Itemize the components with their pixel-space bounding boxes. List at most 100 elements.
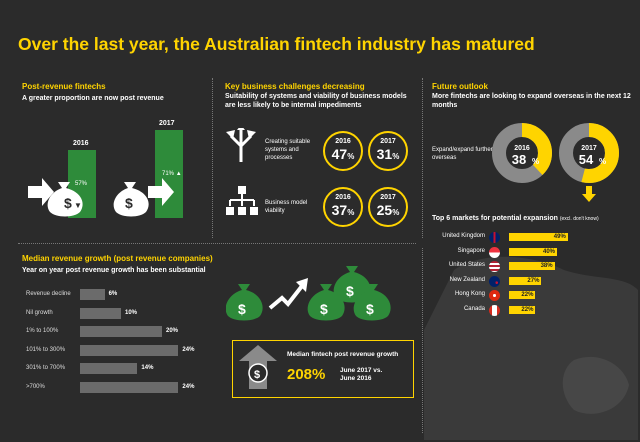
revenue-value: 24%: [182, 383, 195, 390]
circle-value-unit: %: [347, 152, 355, 161]
outlook-subheading: More fintechs are looking to expand over…: [432, 93, 631, 109]
market-bar: [509, 262, 555, 270]
market-label: United Kingdom: [442, 233, 485, 239]
market-bar: [509, 233, 568, 241]
circle-value: 47%: [325, 146, 361, 165]
challenges-heading: Key business challenges decreasing: [225, 82, 365, 91]
challenge-label-viability: Business model viability: [265, 200, 308, 214]
donut-year: 2016: [514, 145, 530, 152]
revenue-growth-subheading: Year on year post revenue growth has bee…: [22, 267, 206, 274]
median-growth-period: June 2017 vs. June 2016: [340, 367, 383, 382]
donut-value: 54: [579, 152, 594, 167]
year-label-2016: 2016: [73, 140, 89, 147]
circle-year: 2016: [335, 194, 351, 201]
markets-note: (excl. don't know): [559, 216, 599, 222]
circle-value: 31%: [370, 146, 406, 165]
org-chart-icon: [226, 186, 258, 215]
donut-2017: 2017 54 %: [559, 123, 619, 183]
divider: [422, 248, 423, 433]
markets-heading: Top 6 markets for potential expansion (e…: [432, 214, 599, 224]
revenue-value: 10%: [125, 309, 138, 316]
post-revenue-heading: Post-revenue fintechs: [22, 82, 106, 91]
year-label-2017: 2017: [159, 120, 175, 127]
circle-systems-2016: 2016 47%: [323, 131, 363, 171]
circle-year: 2017: [380, 138, 396, 145]
revenue-value: 20%: [166, 328, 179, 334]
canada-flag-icon: [489, 304, 500, 316]
donut-year: 2017: [581, 145, 597, 152]
market-label: New Zealand: [449, 276, 485, 283]
singapore-flag-icon: [489, 246, 500, 258]
market-bar: [509, 291, 536, 299]
market-value: 22%: [521, 306, 534, 313]
revenue-row-label: Revenue decline: [26, 291, 71, 297]
revenue-row-label: >700%: [26, 383, 45, 390]
arrow-down-icon: [582, 186, 596, 202]
revenue-row-label: Nil growth: [26, 309, 53, 316]
hong-kong-flag-icon: [489, 290, 500, 301]
svg-text:$: $: [125, 195, 133, 211]
svg-text:$: $: [238, 301, 246, 317]
market-label: Canada: [463, 305, 485, 312]
circle-year: 2016: [335, 138, 351, 145]
bar-value-2016: 57%: [75, 181, 88, 187]
circle-value: 37%: [325, 202, 361, 221]
revenue-bar: [80, 381, 179, 393]
outlook-label: Expand/expand further overseas: [432, 147, 493, 161]
outlook-heading: Future outlook: [432, 82, 488, 91]
svg-text:$: $: [320, 301, 328, 317]
market-label: Singapore: [457, 247, 485, 254]
divider: [18, 243, 416, 244]
svg-text:▼: ▼: [74, 201, 82, 210]
median-growth-box: [232, 340, 414, 398]
money-bag-down-icon: $ ▼: [28, 178, 83, 217]
revenue-growth-heading: Median revenue growth (post revenue comp…: [22, 254, 213, 263]
challenges-subheading: Suitability of systems and viability of …: [225, 93, 407, 109]
donut-value: 38: [512, 152, 526, 167]
money-up-arrow-icon: $: [239, 345, 277, 389]
bar-value-2017: 71% ▲: [162, 170, 182, 178]
revenue-row-label: 1% to 100%: [26, 328, 59, 334]
circle-value: 25%: [370, 202, 406, 221]
money-bags-growth-illustration: $ $ $ $: [226, 266, 391, 321]
donut-2016: 2016 38 %: [492, 123, 552, 183]
money-bag-up-icon: $: [113, 178, 174, 217]
revenue-row-label: 101% to 300%: [26, 346, 66, 353]
revenue-value: 24%: [182, 346, 195, 353]
market-bar: [509, 247, 557, 256]
circle-value-unit: %: [392, 152, 400, 161]
revenue-value: 14%: [141, 365, 154, 371]
revenue-value: 6%: [108, 291, 118, 297]
post-revenue-subheading: A greater proportion are now post revenu…: [22, 95, 164, 102]
divider: [212, 78, 213, 238]
page-title: Over the last year, the Australian finte…: [18, 34, 535, 54]
median-growth-value: 208%: [287, 366, 326, 383]
revenue-bar: [80, 326, 162, 337]
revenue-bar: [80, 307, 121, 319]
median-growth-label: Median fintech post revenue growth: [287, 351, 399, 358]
svg-text:$: $: [346, 283, 354, 299]
circle-value-unit: %: [347, 208, 355, 217]
circle-value-number: 37: [331, 202, 348, 218]
market-value: 27%: [527, 277, 540, 284]
circle-value-number: 31: [376, 146, 393, 162]
market-value: 22%: [521, 292, 534, 298]
revenue-bar: [80, 363, 138, 374]
circle-value-number: 47: [331, 146, 348, 162]
uk-flag-icon: [489, 232, 500, 243]
post-revenue-bar-2017: [155, 130, 183, 218]
circle-viability-2017: 2017 25%: [368, 187, 408, 227]
circle-value-unit: %: [392, 208, 400, 217]
divider: [422, 78, 423, 238]
revenue-bar: [80, 289, 105, 300]
market-value: 49%: [553, 234, 566, 240]
market-bar: [509, 305, 536, 314]
svg-text:$: $: [64, 195, 72, 211]
revenue-row-label: 301% to 700%: [26, 365, 66, 371]
us-flag-icon: [489, 261, 500, 272]
market-label: United States: [448, 262, 485, 268]
market-value: 38%: [540, 263, 553, 269]
svg-text:$: $: [254, 369, 260, 381]
up-arrow-icon: ▲: [175, 171, 182, 177]
nz-flag-icon: [489, 275, 500, 287]
